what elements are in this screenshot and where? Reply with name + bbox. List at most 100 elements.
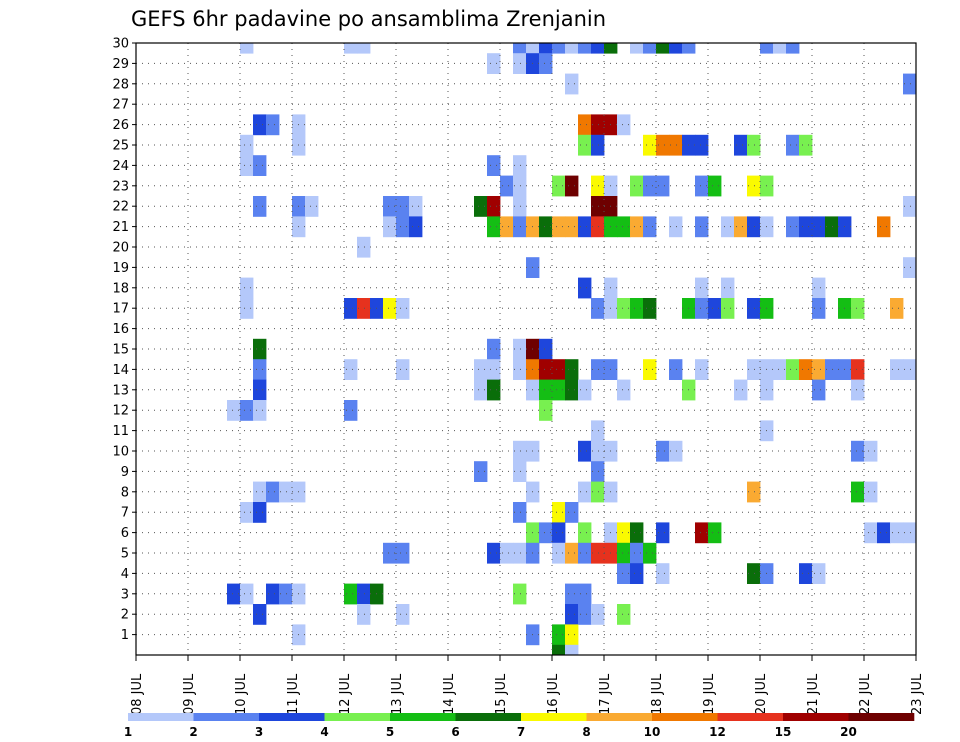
precip-cell bbox=[617, 604, 631, 625]
y-tick-label: 16 bbox=[112, 322, 129, 337]
precip-cell bbox=[539, 43, 553, 54]
precip-cell bbox=[760, 43, 774, 54]
precip-cell bbox=[487, 338, 501, 360]
legend-label: 4 bbox=[320, 725, 328, 739]
precip-cell bbox=[487, 359, 501, 380]
precip-cell bbox=[487, 216, 501, 238]
precip-cell bbox=[812, 359, 826, 380]
precip-cell bbox=[578, 134, 592, 156]
precip-cell bbox=[721, 277, 735, 299]
precip-cell bbox=[513, 216, 527, 238]
precip-cell bbox=[591, 420, 605, 442]
precip-cell bbox=[799, 359, 813, 380]
precip-cell bbox=[253, 400, 267, 421]
legend-swatch bbox=[390, 713, 456, 721]
legend-label: 3 bbox=[255, 725, 263, 739]
precip-cell bbox=[695, 216, 709, 238]
precip-cell bbox=[552, 522, 566, 544]
precip-cell bbox=[357, 43, 371, 54]
precip-cell bbox=[617, 379, 631, 401]
precip-cell bbox=[383, 196, 397, 217]
y-tick-label: 18 bbox=[112, 281, 129, 296]
heatmap-cells bbox=[227, 43, 917, 656]
y-tick-label: 29 bbox=[112, 57, 129, 72]
legend-swatch bbox=[848, 713, 915, 721]
precip-cell bbox=[565, 73, 579, 95]
legend-label: 15 bbox=[775, 725, 792, 739]
precip-cell bbox=[474, 379, 488, 401]
precip-cell bbox=[578, 522, 592, 544]
precip-cell bbox=[227, 400, 241, 421]
precip-cell bbox=[240, 298, 254, 319]
x-tick-label: 09 JUL bbox=[182, 673, 197, 715]
y-tick-label: 27 bbox=[112, 98, 129, 113]
precip-cell bbox=[812, 277, 826, 299]
precip-cell bbox=[513, 53, 527, 74]
precip-cell bbox=[786, 216, 800, 238]
precip-cell bbox=[396, 542, 410, 564]
precip-cell bbox=[643, 216, 657, 238]
precip-cell bbox=[877, 522, 891, 544]
precip-cell bbox=[266, 114, 280, 136]
precip-cell bbox=[513, 502, 527, 523]
precip-cell bbox=[825, 216, 839, 238]
x-axis: 08 JUL 09 JUL 10 JUL 11 JUL 12 JUL 13 JUL 14 J… bbox=[130, 655, 925, 715]
precip-cell bbox=[812, 216, 826, 238]
precip-cell bbox=[617, 114, 631, 136]
precip-cell bbox=[344, 298, 358, 319]
precip-cell bbox=[643, 43, 657, 54]
legend-swatch bbox=[193, 713, 260, 721]
y-tick-label: 11 bbox=[112, 424, 129, 439]
precip-cell bbox=[747, 481, 761, 503]
legend-swatch bbox=[455, 713, 522, 721]
precip-cell bbox=[240, 502, 254, 523]
y-tick-label: 1 bbox=[121, 628, 129, 643]
legend-swatch bbox=[521, 713, 587, 721]
legend-label: 20 bbox=[840, 725, 857, 739]
y-tick-label: 12 bbox=[112, 404, 129, 419]
precip-cell bbox=[253, 481, 267, 503]
precip-cell bbox=[669, 134, 683, 156]
y-tick-label: 26 bbox=[112, 118, 129, 133]
precip-cell bbox=[513, 338, 527, 360]
precip-cell bbox=[721, 216, 735, 238]
precip-cell bbox=[253, 379, 267, 401]
precip-cell bbox=[578, 583, 592, 605]
precip-cell bbox=[864, 481, 878, 503]
precip-cell bbox=[656, 440, 670, 462]
precip-cell bbox=[864, 440, 878, 462]
legend-label: 10 bbox=[644, 725, 661, 739]
y-tick-label: 9 bbox=[121, 465, 129, 480]
x-tick-label: 12 JUL bbox=[338, 673, 353, 715]
precip-cell bbox=[513, 440, 527, 462]
precip-cell bbox=[383, 298, 397, 319]
precip-cell bbox=[487, 196, 501, 217]
legend-label: 5 bbox=[386, 725, 394, 739]
precip-cell bbox=[513, 461, 527, 482]
precip-cell bbox=[357, 583, 371, 605]
precip-cell bbox=[565, 359, 579, 380]
precip-cell bbox=[617, 522, 631, 544]
precip-cell bbox=[643, 359, 657, 380]
precip-cell bbox=[552, 175, 566, 197]
legend-label: 12 bbox=[709, 725, 726, 739]
precip-cell bbox=[799, 134, 813, 156]
y-tick-label: 17 bbox=[112, 302, 129, 317]
precip-cell bbox=[279, 583, 293, 605]
legend-swatch bbox=[128, 713, 194, 721]
precip-cell bbox=[903, 196, 917, 217]
x-tick-label: 17 JUL bbox=[598, 673, 613, 715]
precip-cell bbox=[773, 43, 787, 54]
precip-cell bbox=[266, 481, 280, 503]
precip-cell bbox=[708, 175, 722, 197]
y-tick-label: 6 bbox=[121, 526, 129, 541]
precip-cell bbox=[552, 216, 566, 238]
precip-cell bbox=[474, 359, 488, 380]
precip-cell bbox=[656, 522, 670, 544]
precip-cell bbox=[396, 216, 410, 238]
precip-cell bbox=[578, 481, 592, 503]
precip-cell bbox=[669, 359, 683, 380]
precip-cell bbox=[591, 604, 605, 625]
x-tick-label: 23 JUL bbox=[910, 673, 925, 715]
precip-cell bbox=[227, 583, 241, 605]
